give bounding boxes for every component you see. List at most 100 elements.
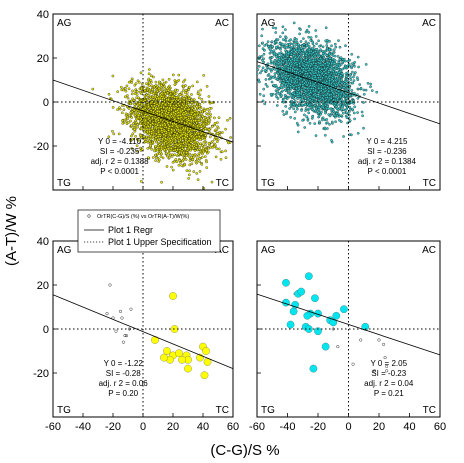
data-point — [197, 157, 201, 160]
data-point — [307, 111, 311, 115]
data-point — [196, 111, 200, 115]
data-point — [170, 112, 173, 116]
data-point — [178, 159, 182, 162]
data-point — [152, 92, 155, 95]
data-point — [291, 42, 295, 46]
data-point — [152, 134, 156, 138]
data-point — [111, 74, 115, 78]
data-point — [126, 96, 130, 100]
data-point — [310, 117, 314, 120]
data-point — [196, 178, 200, 182]
data-point — [173, 148, 177, 152]
data-point — [184, 126, 187, 130]
data-point — [152, 136, 155, 140]
data-point — [287, 95, 291, 99]
data-layer — [91, 68, 233, 190]
data-point — [258, 92, 262, 96]
data-point — [154, 136, 158, 139]
data-point — [334, 79, 337, 82]
data-point — [306, 117, 310, 121]
data-point — [156, 130, 160, 134]
data-point — [174, 136, 178, 139]
data-point — [153, 102, 156, 105]
data-point — [154, 94, 157, 98]
data-point — [326, 127, 329, 130]
data-point — [162, 90, 166, 93]
data-point — [178, 93, 182, 96]
data-point — [171, 160, 175, 164]
data-point — [270, 55, 274, 59]
data-point — [190, 98, 194, 102]
data-point — [155, 97, 159, 101]
data-point — [204, 133, 207, 137]
data-point — [143, 99, 147, 102]
data-point — [266, 85, 269, 88]
data-point — [173, 153, 177, 157]
data-point — [171, 73, 175, 77]
data-point — [154, 117, 158, 121]
data-point — [159, 118, 163, 122]
data-point — [154, 80, 158, 84]
data-point — [143, 89, 147, 92]
data-point — [224, 156, 228, 160]
data-point — [351, 62, 354, 65]
data-point — [208, 115, 212, 119]
data-point — [167, 111, 171, 114]
data-point — [200, 163, 204, 166]
data-point — [169, 139, 172, 142]
data-point — [203, 116, 207, 119]
data-point — [154, 84, 158, 87]
data-point — [130, 124, 133, 128]
data-point — [185, 151, 188, 154]
data-point — [315, 42, 318, 46]
data-point — [124, 112, 128, 116]
data-point — [167, 89, 170, 92]
data-point — [149, 79, 153, 82]
data-point — [189, 141, 193, 144]
data-point — [182, 97, 186, 101]
data-point — [201, 136, 204, 140]
data-point — [146, 125, 150, 128]
data-point — [204, 118, 208, 122]
data-point — [207, 150, 210, 154]
data-point — [202, 150, 205, 154]
data-point — [318, 120, 321, 123]
data-point — [127, 121, 130, 124]
data-point — [170, 136, 173, 140]
data-point — [150, 132, 153, 135]
data-point — [196, 148, 199, 152]
data-point — [153, 149, 156, 153]
data-point — [138, 102, 141, 106]
data-point — [201, 144, 204, 147]
data-point — [139, 180, 143, 183]
data-point — [157, 96, 161, 100]
data-point — [292, 48, 296, 52]
data-point — [195, 172, 199, 175]
data-point — [131, 89, 134, 93]
data-point — [136, 123, 139, 127]
data-point — [177, 78, 181, 82]
data-point — [173, 107, 176, 110]
data-point — [181, 112, 185, 116]
data-point — [147, 116, 151, 120]
data-point — [194, 154, 198, 158]
data-point — [149, 114, 153, 117]
data-point — [164, 114, 168, 118]
data-point — [162, 81, 166, 85]
data-point — [229, 136, 232, 139]
data-point — [356, 131, 360, 135]
data-point — [188, 169, 191, 173]
data-point — [124, 87, 127, 90]
data-point — [185, 91, 189, 94]
data-point — [152, 75, 155, 79]
data-point — [164, 151, 168, 155]
data-point — [174, 109, 178, 113]
data-point — [200, 98, 204, 101]
data-point — [156, 148, 159, 152]
data-point — [328, 114, 332, 118]
data-point — [164, 132, 168, 135]
data-point — [120, 88, 124, 92]
data-point — [182, 151, 186, 155]
data-point — [183, 113, 187, 116]
data-point — [183, 78, 187, 82]
